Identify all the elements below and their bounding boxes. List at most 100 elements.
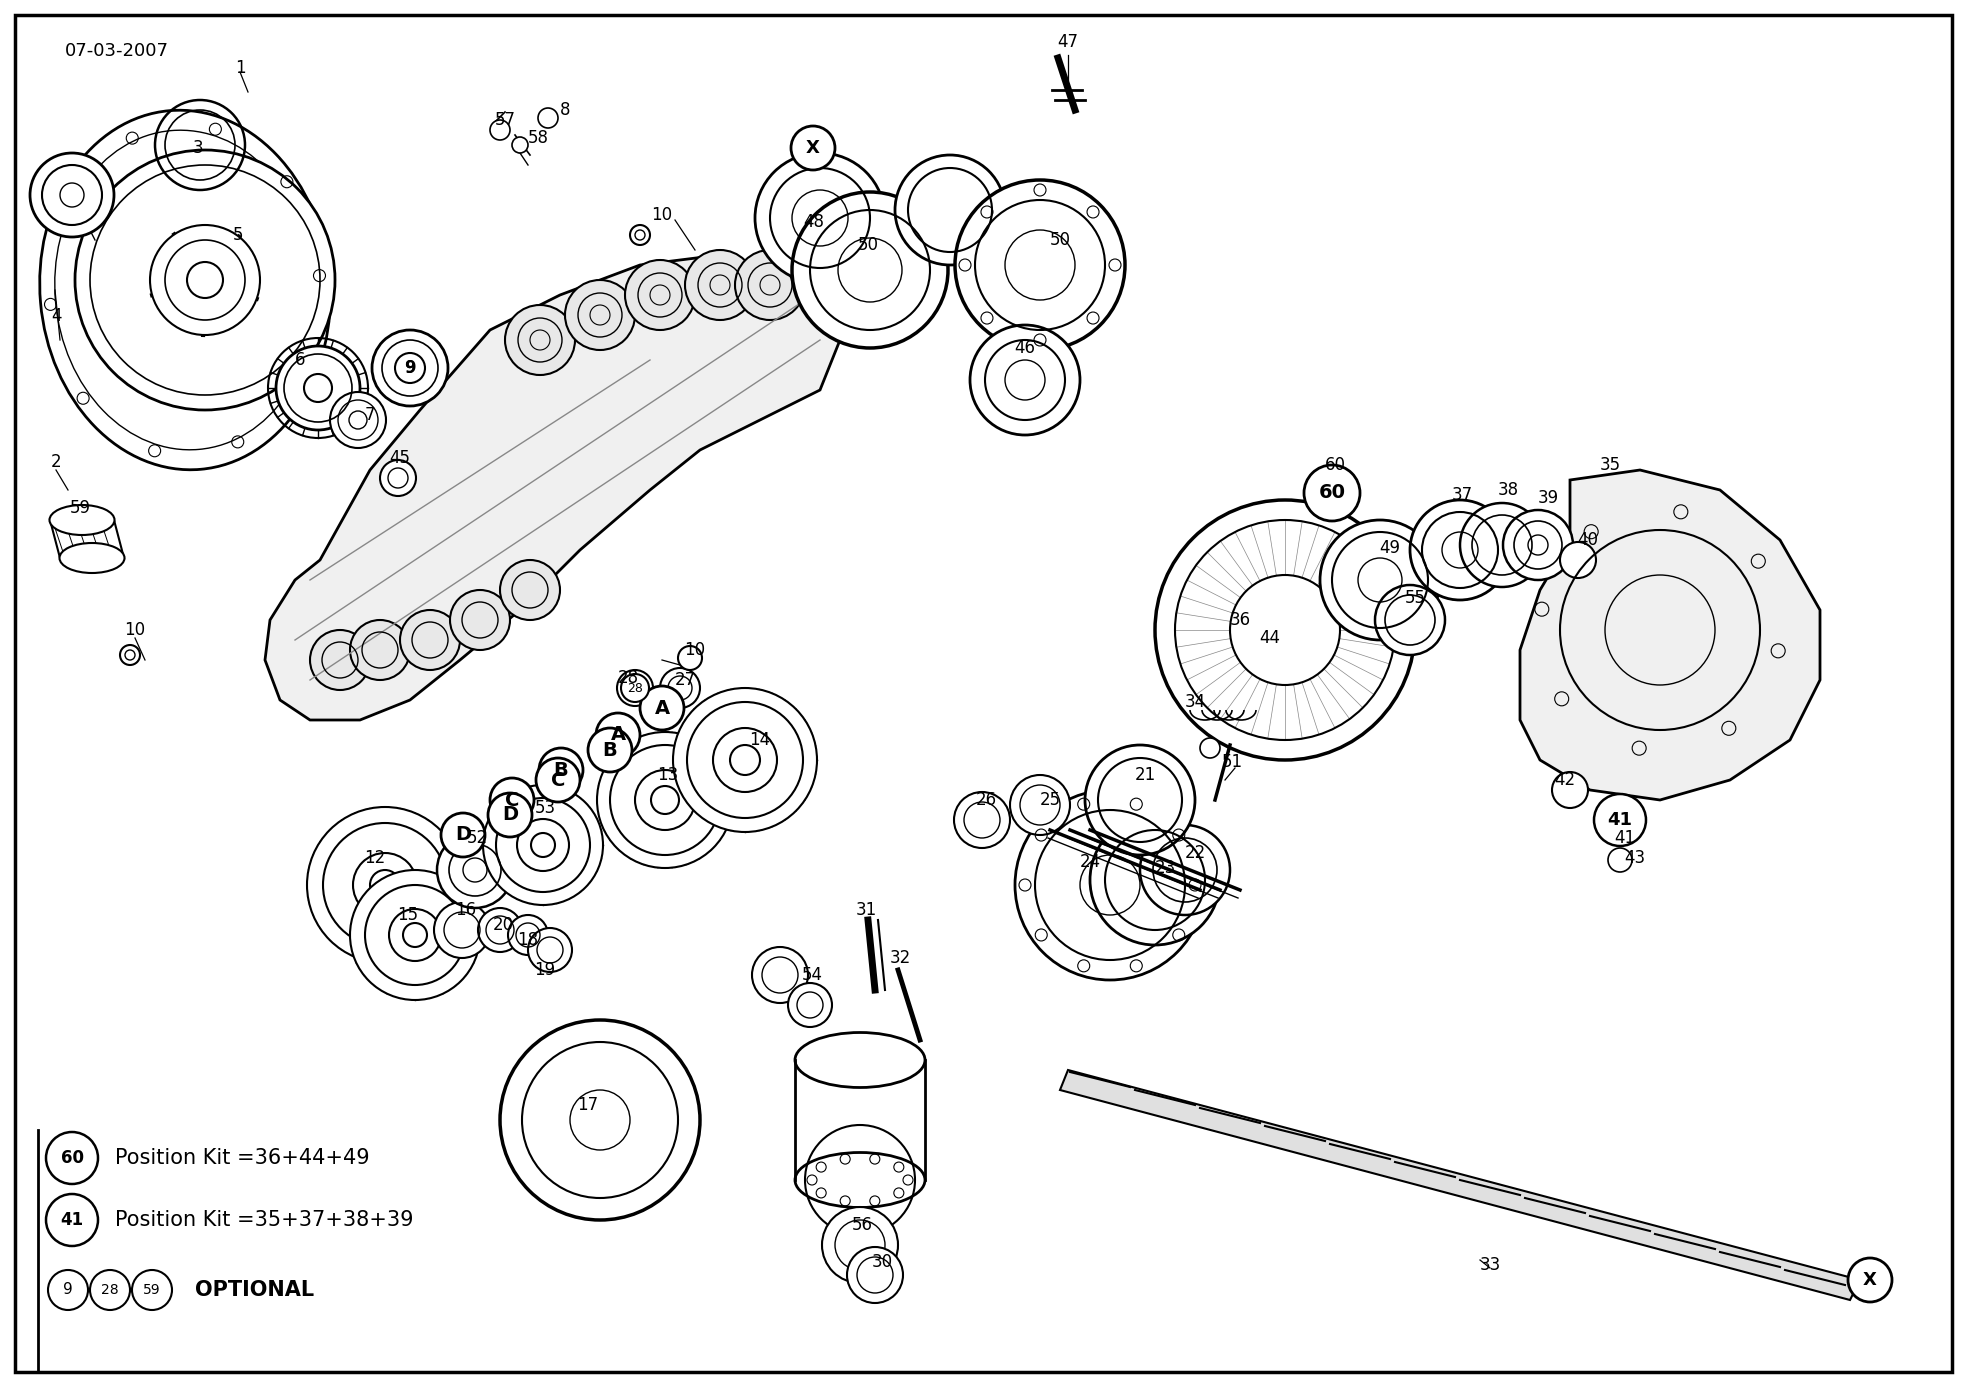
Circle shape bbox=[527, 928, 572, 972]
Circle shape bbox=[1200, 738, 1220, 759]
Text: 51: 51 bbox=[1222, 753, 1243, 771]
Circle shape bbox=[531, 834, 555, 857]
Circle shape bbox=[500, 1019, 700, 1221]
Circle shape bbox=[622, 674, 649, 702]
Polygon shape bbox=[266, 255, 840, 720]
Circle shape bbox=[791, 126, 836, 171]
Text: 21: 21 bbox=[1135, 766, 1157, 784]
Text: 9: 9 bbox=[63, 1283, 73, 1297]
Circle shape bbox=[673, 688, 816, 832]
Text: 57: 57 bbox=[494, 111, 515, 129]
Text: 37: 37 bbox=[1452, 485, 1473, 503]
Circle shape bbox=[970, 325, 1080, 436]
Circle shape bbox=[30, 153, 114, 237]
Text: 10: 10 bbox=[124, 621, 146, 639]
Circle shape bbox=[490, 778, 533, 822]
Circle shape bbox=[275, 345, 360, 430]
Text: 55: 55 bbox=[1404, 589, 1426, 608]
Circle shape bbox=[685, 250, 755, 320]
Circle shape bbox=[149, 225, 260, 336]
Circle shape bbox=[511, 137, 527, 153]
Circle shape bbox=[956, 180, 1125, 350]
Text: A: A bbox=[610, 725, 626, 745]
Text: 17: 17 bbox=[578, 1096, 598, 1114]
Circle shape bbox=[1086, 745, 1196, 854]
Text: 28: 28 bbox=[627, 681, 643, 695]
Circle shape bbox=[350, 870, 480, 1000]
Text: C: C bbox=[551, 771, 565, 789]
Text: 41: 41 bbox=[61, 1211, 83, 1229]
Circle shape bbox=[1375, 585, 1446, 655]
Text: 35: 35 bbox=[1599, 456, 1621, 474]
Circle shape bbox=[370, 870, 399, 900]
Circle shape bbox=[661, 669, 700, 707]
Text: 7: 7 bbox=[364, 406, 376, 424]
Circle shape bbox=[441, 813, 486, 857]
Circle shape bbox=[1593, 793, 1646, 846]
Circle shape bbox=[626, 259, 694, 330]
Text: 13: 13 bbox=[657, 766, 679, 784]
Text: 31: 31 bbox=[856, 902, 877, 920]
Polygon shape bbox=[1520, 470, 1819, 800]
Text: OPTIONAL: OPTIONAL bbox=[195, 1280, 315, 1300]
Circle shape bbox=[330, 393, 386, 448]
Circle shape bbox=[686, 702, 803, 818]
Circle shape bbox=[651, 786, 679, 814]
Circle shape bbox=[1552, 773, 1587, 809]
Text: 38: 38 bbox=[1497, 481, 1519, 499]
Text: 52: 52 bbox=[466, 829, 488, 847]
Circle shape bbox=[311, 630, 370, 689]
Circle shape bbox=[1560, 542, 1595, 578]
Text: 41: 41 bbox=[1615, 829, 1637, 847]
Circle shape bbox=[539, 748, 582, 792]
Circle shape bbox=[352, 853, 417, 917]
Text: 53: 53 bbox=[535, 799, 555, 817]
Ellipse shape bbox=[795, 1032, 924, 1087]
Text: 14: 14 bbox=[749, 731, 771, 749]
Text: X: X bbox=[806, 139, 820, 157]
Circle shape bbox=[484, 785, 604, 904]
Text: 20: 20 bbox=[492, 915, 513, 933]
Text: 19: 19 bbox=[535, 961, 555, 979]
Text: Position Kit =36+44+49: Position Kit =36+44+49 bbox=[114, 1148, 370, 1168]
Circle shape bbox=[366, 885, 464, 985]
Text: 56: 56 bbox=[852, 1216, 873, 1234]
Text: 33: 33 bbox=[1479, 1257, 1501, 1275]
Circle shape bbox=[610, 745, 720, 854]
Text: 25: 25 bbox=[1039, 791, 1060, 809]
Circle shape bbox=[1503, 510, 1574, 580]
Circle shape bbox=[45, 1132, 98, 1184]
Text: 07-03-2007: 07-03-2007 bbox=[65, 42, 169, 60]
Text: 3: 3 bbox=[193, 139, 203, 157]
Text: Position Kit =35+37+38+39: Position Kit =35+37+38+39 bbox=[114, 1209, 413, 1230]
Circle shape bbox=[372, 330, 448, 406]
Text: B: B bbox=[553, 760, 568, 779]
Text: 36: 36 bbox=[1229, 612, 1251, 628]
Circle shape bbox=[639, 687, 685, 730]
Circle shape bbox=[389, 908, 441, 961]
Circle shape bbox=[500, 560, 561, 620]
Circle shape bbox=[75, 150, 334, 411]
Circle shape bbox=[895, 155, 1005, 265]
Circle shape bbox=[1155, 499, 1414, 760]
Circle shape bbox=[403, 922, 427, 947]
Circle shape bbox=[90, 1270, 130, 1309]
Circle shape bbox=[1090, 816, 1220, 945]
Circle shape bbox=[47, 1270, 89, 1309]
Circle shape bbox=[1460, 503, 1544, 587]
Text: A: A bbox=[655, 699, 669, 717]
Text: 58: 58 bbox=[527, 129, 549, 147]
Text: 60: 60 bbox=[61, 1148, 83, 1166]
Circle shape bbox=[539, 108, 559, 128]
Circle shape bbox=[507, 915, 549, 956]
Circle shape bbox=[323, 822, 447, 947]
Text: 1: 1 bbox=[234, 60, 246, 78]
Circle shape bbox=[598, 732, 734, 868]
Text: X: X bbox=[1863, 1270, 1877, 1289]
Text: 50: 50 bbox=[858, 236, 879, 254]
Text: 60: 60 bbox=[1318, 484, 1345, 502]
Text: 10: 10 bbox=[651, 207, 673, 223]
Text: 43: 43 bbox=[1625, 849, 1646, 867]
Text: 60: 60 bbox=[1324, 456, 1345, 474]
Text: D: D bbox=[454, 825, 470, 845]
